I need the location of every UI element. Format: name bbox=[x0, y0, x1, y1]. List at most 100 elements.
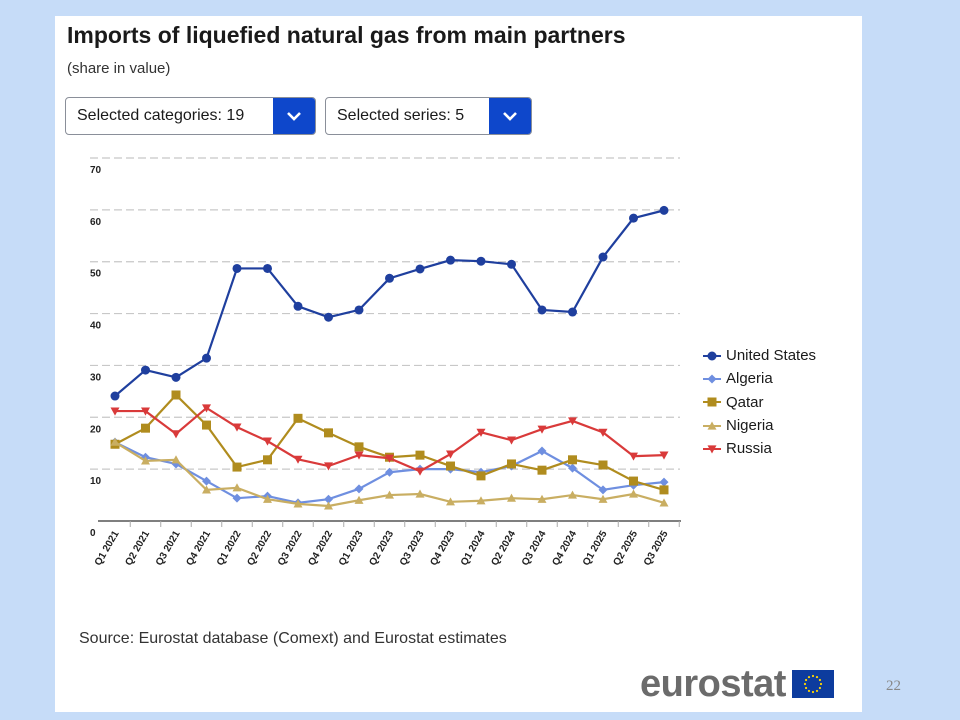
data-point bbox=[202, 476, 211, 486]
data-point bbox=[324, 501, 333, 510]
data-point bbox=[446, 255, 455, 265]
data-point bbox=[568, 417, 577, 426]
x-tick-label: Q1 2023 bbox=[337, 529, 366, 568]
x-tick-label: Q1 2022 bbox=[215, 529, 244, 568]
data-point bbox=[629, 452, 638, 461]
data-point bbox=[263, 494, 272, 503]
data-point bbox=[110, 391, 120, 401]
source-note: Source: Eurostat database (Comext) and E… bbox=[79, 630, 507, 647]
categories-dropdown-label: Selected categories: 19 bbox=[77, 107, 245, 124]
series-russia bbox=[110, 404, 669, 476]
x-tick-label: Q3 2023 bbox=[398, 529, 427, 568]
chevron-down-icon[interactable] bbox=[273, 98, 315, 134]
categories-dropdown[interactable]: Selected categories: 19 bbox=[65, 97, 316, 135]
series-nigeria bbox=[110, 437, 669, 510]
flag-star bbox=[815, 689, 819, 693]
legend-item[interactable]: Nigeria bbox=[703, 414, 816, 437]
x-tick-label: Q3 2021 bbox=[154, 529, 183, 568]
data-point bbox=[629, 476, 638, 486]
x-tick-label: Q4 2023 bbox=[428, 529, 457, 568]
x-tick-label: Q1 2021 bbox=[93, 529, 122, 568]
y-tick-label: 10 bbox=[90, 476, 102, 487]
legend-item[interactable]: United States bbox=[703, 344, 816, 367]
series-united-states bbox=[110, 205, 669, 401]
flag-star bbox=[811, 690, 815, 694]
data-point bbox=[659, 205, 669, 215]
data-point bbox=[293, 499, 303, 508]
x-tick-label: Q2 2022 bbox=[245, 529, 274, 568]
data-point bbox=[415, 264, 425, 274]
data-point bbox=[446, 450, 455, 459]
data-point bbox=[263, 455, 272, 465]
legend-item[interactable]: Russia bbox=[703, 437, 816, 460]
data-point bbox=[537, 465, 547, 475]
page-number: 22 bbox=[886, 678, 901, 694]
data-point bbox=[568, 490, 577, 499]
chart-subtitle: (share in value) bbox=[67, 60, 171, 77]
data-point bbox=[598, 485, 608, 495]
legend-marker-icon bbox=[703, 374, 721, 384]
data-point bbox=[171, 372, 181, 382]
legend-item[interactable]: Qatar bbox=[703, 391, 816, 414]
data-point bbox=[202, 353, 211, 363]
data-point bbox=[415, 467, 425, 476]
flag-star bbox=[811, 674, 815, 678]
data-point bbox=[141, 456, 150, 465]
data-point bbox=[507, 259, 516, 269]
data-point bbox=[202, 420, 211, 430]
data-point bbox=[354, 495, 364, 504]
data-point bbox=[598, 428, 608, 437]
x-tick-label: Q4 2024 bbox=[550, 529, 579, 568]
y-tick-label: 50 bbox=[90, 269, 102, 280]
data-point bbox=[232, 263, 242, 273]
data-point bbox=[537, 494, 547, 503]
data-point bbox=[476, 496, 486, 505]
data-point bbox=[629, 489, 638, 498]
data-point bbox=[476, 256, 486, 266]
data-point bbox=[598, 460, 608, 470]
chevron-down-icon[interactable] bbox=[489, 98, 531, 134]
x-tick-label: Q2 2023 bbox=[367, 529, 396, 568]
data-point bbox=[110, 407, 120, 416]
x-tick-label: Q2 2021 bbox=[123, 529, 152, 568]
legend-marker-icon bbox=[703, 397, 721, 407]
legend-marker bbox=[707, 351, 717, 361]
y-tick-label: 20 bbox=[90, 424, 102, 435]
data-point bbox=[171, 455, 181, 464]
x-tick-label: Q1 2025 bbox=[581, 529, 610, 568]
data-point bbox=[629, 213, 638, 223]
data-point bbox=[263, 437, 272, 446]
flag-star bbox=[804, 678, 808, 682]
series-line bbox=[114, 209, 665, 397]
data-point bbox=[324, 312, 333, 322]
data-point bbox=[232, 483, 242, 492]
data-point bbox=[415, 489, 425, 498]
legend-marker bbox=[707, 445, 717, 454]
data-point bbox=[324, 428, 333, 438]
eurostat-logo: eurostat bbox=[640, 664, 834, 704]
flag-star bbox=[818, 686, 821, 690]
data-point bbox=[507, 436, 516, 445]
data-point bbox=[293, 455, 303, 464]
data-point bbox=[385, 467, 394, 477]
legend-marker-icon bbox=[703, 445, 721, 454]
data-point bbox=[446, 461, 455, 471]
y-tick-label: 70 bbox=[90, 165, 102, 176]
x-tick-label: Q3 2024 bbox=[520, 529, 549, 568]
y-tick-label: 60 bbox=[90, 217, 102, 228]
logo-text: eurostat bbox=[640, 663, 786, 705]
data-point bbox=[476, 471, 486, 481]
chart-legend: United States Algeria Qatar Nigeria Russia bbox=[703, 344, 816, 460]
data-point bbox=[354, 305, 364, 315]
legend-label: Russia bbox=[726, 440, 772, 458]
data-point bbox=[659, 477, 669, 487]
data-point bbox=[293, 413, 303, 423]
data-point bbox=[385, 273, 394, 283]
flag-star bbox=[818, 678, 821, 682]
legend-item[interactable]: Algeria bbox=[703, 367, 816, 390]
data-point bbox=[324, 462, 333, 471]
series-dropdown[interactable]: Selected series: 5 bbox=[325, 97, 532, 135]
data-point bbox=[171, 430, 181, 439]
data-point bbox=[232, 423, 242, 432]
